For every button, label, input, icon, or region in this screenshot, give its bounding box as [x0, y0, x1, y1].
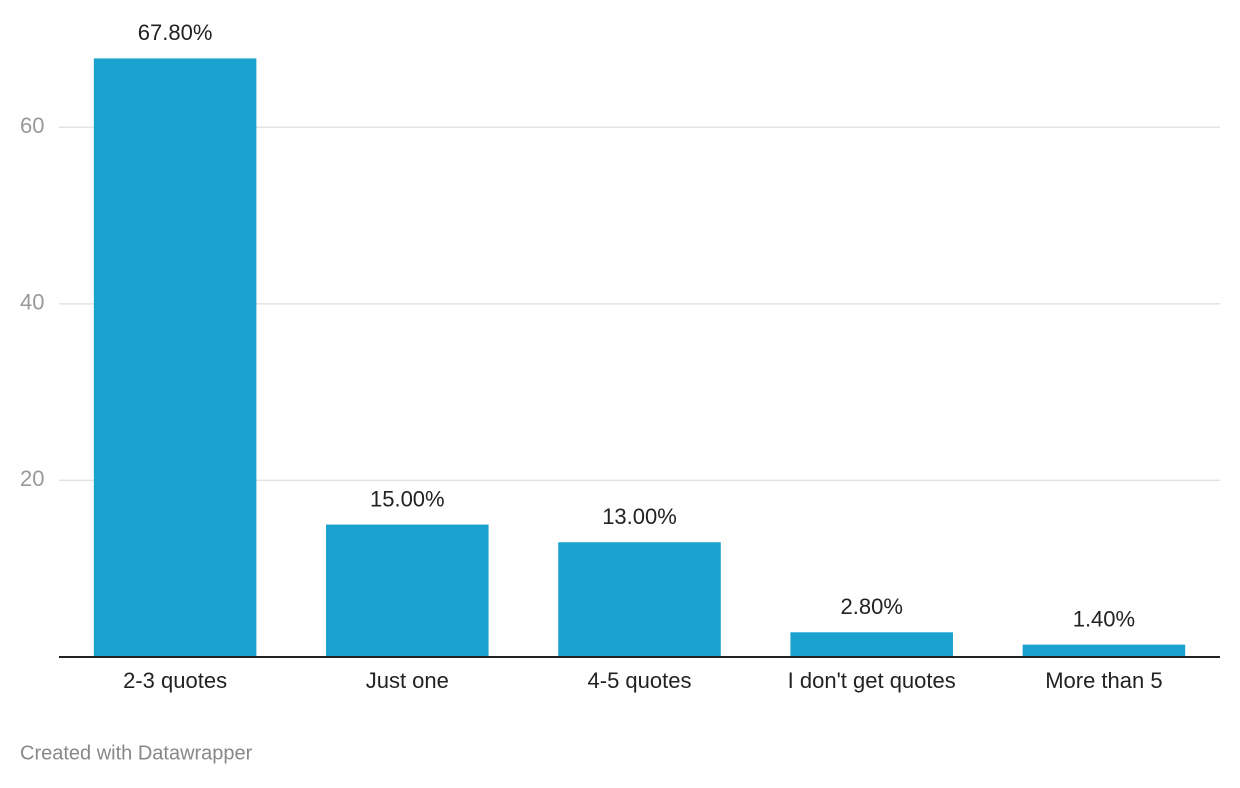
y-tick-label: 40 [20, 290, 44, 315]
x-tick-label: Just one [366, 668, 449, 693]
value-label: 2.80% [841, 594, 903, 619]
x-tick-label: 4-5 quotes [588, 668, 692, 693]
bar [558, 542, 721, 657]
value-label: 13.00% [602, 504, 677, 529]
value-label: 15.00% [370, 486, 445, 511]
x-tick-label: I don't get quotes [788, 668, 956, 693]
x-tick-label: 2-3 quotes [123, 668, 227, 693]
bar [790, 632, 953, 657]
y-tick-label: 20 [20, 466, 44, 491]
value-label: 67.80% [138, 20, 213, 45]
bar [326, 524, 489, 657]
value-label: 1.40% [1073, 606, 1135, 631]
bar [93, 58, 257, 658]
y-tick-label: 60 [20, 113, 44, 138]
x-tick-label: More than 5 [1045, 668, 1162, 693]
credit: Created with Datawrapper [20, 742, 253, 764]
bar [1022, 644, 1186, 657]
